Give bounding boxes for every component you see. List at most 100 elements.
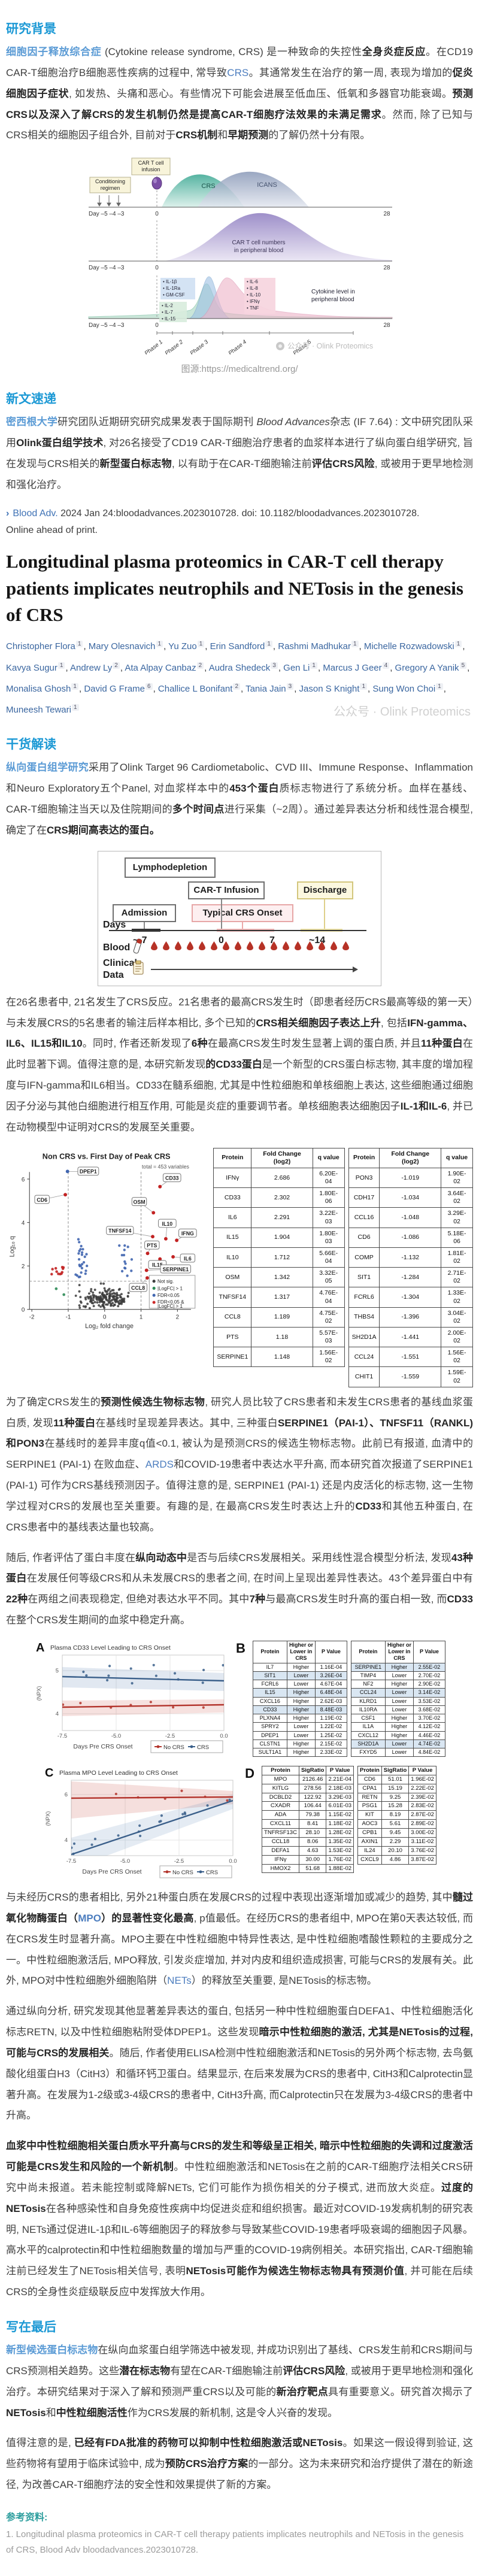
legend-box (150, 1740, 223, 1753)
table-cell: Lower (286, 1731, 316, 1740)
column-header: Protein (348, 1147, 380, 1168)
axis-zero: 0 (155, 265, 159, 271)
table-cell: -1.034 (379, 1187, 442, 1208)
table-cell: FXYD5 (350, 1748, 386, 1757)
panel-a-legend: No CRS CRS (150, 1740, 223, 1753)
inline-link[interactable]: ARDS (145, 1459, 174, 1471)
table-cell: 2126.46 (298, 1774, 327, 1784)
table-cell: 2.71E-02 (441, 1267, 473, 1288)
table-row: SULT1A1 Higher 2.33E-02 (252, 1748, 347, 1757)
point-label: DPEP1 (80, 1168, 97, 1174)
data-point (101, 1303, 104, 1306)
y-axis-label: Log₁₀ q (9, 1236, 16, 1257)
table-cell: CCL18 (262, 1836, 299, 1847)
xtick: -2.5 (165, 1733, 175, 1739)
data-point (96, 1301, 99, 1304)
column-header: Protein (357, 1765, 382, 1775)
data-point (77, 1275, 80, 1278)
inline-link[interactable]: 纵向蛋白组学研究 (6, 762, 89, 774)
section-heading-interpretation: 干货解读 (6, 738, 56, 752)
inline-link[interactable]: 新型候选蛋白标志物 (6, 2344, 98, 2356)
text-run: , 并已在动物模型中证明对CRS的发展至关重要。 (6, 1101, 473, 1133)
table-cell: CXCL12 (350, 1731, 386, 1740)
point-label: CCL8 (131, 1284, 145, 1290)
inline-link[interactable]: Rashmi Madhukar (278, 641, 351, 652)
inline-link[interactable]: Michelle Rozwadowski (363, 641, 454, 652)
legend-item: • IL-1Ra (163, 286, 181, 291)
cart-number-label2: in peripheral blood (234, 247, 283, 254)
table-cell: IL15 (213, 1227, 252, 1248)
text-run: 2 (113, 662, 120, 669)
text-run: 2 (233, 683, 241, 690)
table-cell: Lower (286, 1671, 316, 1681)
column-header: P Value (314, 1640, 347, 1663)
panel-d-left-table: Protein SigRatio P Value MPO 2126.46 2.21E-04… (262, 1765, 354, 1874)
cytokine-level-label1: Cytokine level in (311, 289, 355, 295)
data-point (108, 1665, 111, 1668)
table-cell: 2.291 (251, 1207, 313, 1228)
interp-paragraph-crs: 在26名患者中, 21名发生了CRS反应。21名患者的最高CRS发生时（即患者经… (6, 992, 473, 1138)
journal-link[interactable]: Blood Adv. (13, 508, 58, 519)
il6-label-box (244, 278, 275, 314)
inline-link[interactable]: Marcus J Geer (323, 662, 382, 673)
labeled-data-point (65, 1169, 69, 1173)
inline-link[interactable]: Challice L Bonifant (157, 683, 233, 694)
inline-link[interactable]: Ata Alpay Canbaz (125, 662, 196, 673)
inline-link[interactable]: Monalisa Ghosh (6, 683, 71, 694)
table-cell: IL10RA (350, 1705, 386, 1715)
table-cell: 4.76E-04 (312, 1287, 345, 1308)
data-point (137, 1830, 141, 1833)
inline-link[interactable]: Yu Zuo (168, 641, 197, 652)
table-row: AOC3 5.61 2.89E-02 (357, 1819, 436, 1829)
inline-link[interactable]: Mary Olesnavich (88, 641, 156, 652)
xtick: 0.0 (229, 1858, 237, 1865)
inline-link[interactable]: Tania Jain (245, 683, 286, 694)
blood-drop-icon (342, 941, 349, 950)
table-cell: MPO (262, 1774, 299, 1784)
cart-number-curve (165, 213, 392, 262)
upregulated-protein-table: Protein Fold Change (log2) q value IFNγ 2.68… (213, 1147, 345, 1368)
table-cell: CCL16 (348, 1207, 380, 1228)
inline-link[interactable]: Jason S Knight (299, 683, 360, 694)
inline-link[interactable]: Sung Won Choi (372, 683, 436, 694)
inline-link[interactable]: Andrew Ly (69, 662, 113, 673)
table-cell: 3.11E-02 (408, 1836, 436, 1847)
labeled-data-point (63, 1192, 68, 1196)
phase-axis (156, 331, 354, 335)
volcano-title: Non CRS vs. First Day of Peak CRS (43, 1151, 171, 1160)
gridlines (71, 1780, 234, 1856)
data-point (90, 1287, 93, 1290)
inline-link[interactable]: Erin Sandford (210, 641, 265, 652)
inline-link[interactable]: 密西根大学 (6, 416, 58, 428)
data-point (120, 1292, 123, 1295)
inline-link[interactable]: Gen Li (283, 662, 310, 673)
data-point (117, 1288, 120, 1291)
text-run: 全身炎症反应 (362, 46, 426, 57)
table-cell: 4.67E-04 (314, 1680, 347, 1689)
data-point (104, 1295, 107, 1297)
inline-link[interactable]: CRS (227, 66, 249, 78)
data-point (129, 1704, 132, 1707)
inline-link[interactable]: NETs (167, 1975, 192, 1987)
text-run: 和COVID-19患者中表达水平升高, 而本研究首次报道了SERPINE1 (P… (6, 1459, 473, 1512)
data-point (80, 1251, 84, 1254)
table-cell: 2.87E-02 (408, 1810, 436, 1820)
text-run: 是一个新型的CRS蛋白标志物, 其丰度的增加程度与IFN-gamma和IL6相当… (6, 1059, 473, 1112)
inline-link[interactable]: MPO (78, 1912, 101, 1924)
inline-link[interactable]: Audra Shedeck (208, 662, 271, 673)
threshold-lines (29, 1171, 191, 1310)
table-row: SIT1 -1.284 2.71E-02 (348, 1267, 473, 1288)
inline-link[interactable]: Muneesh Tewari (6, 705, 71, 716)
table-cell: PLXNA4 (252, 1714, 287, 1723)
inline-link[interactable]: Gregory A Yanik (395, 662, 459, 673)
table-cell: CCL8 (213, 1307, 252, 1328)
text-run: ）的释放至关重要, 是NETosis的标志物。 (191, 1975, 377, 1987)
inline-link[interactable]: Kavya Sugur (6, 662, 57, 673)
table-row: DEFA1 4.63 1.53E-02 (262, 1845, 354, 1856)
xticks: -7.5 -5.0 -2.5 0.0 (66, 1858, 237, 1865)
inline-link[interactable]: 细胞因子释放综合症 (6, 46, 102, 57)
data-point (51, 1267, 54, 1271)
panel-letter-b: B (236, 1640, 245, 1656)
inline-link[interactable]: Christopher Flora (6, 641, 75, 652)
inline-link[interactable]: David G Frame (84, 683, 145, 694)
